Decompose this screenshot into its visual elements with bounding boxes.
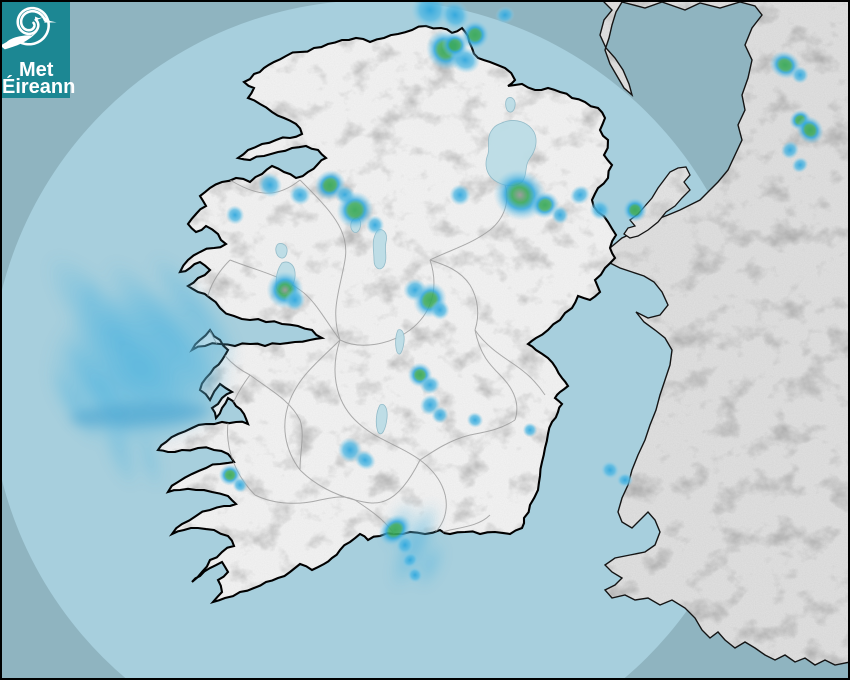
svg-text:Éireann: Éireann: [2, 75, 75, 98]
